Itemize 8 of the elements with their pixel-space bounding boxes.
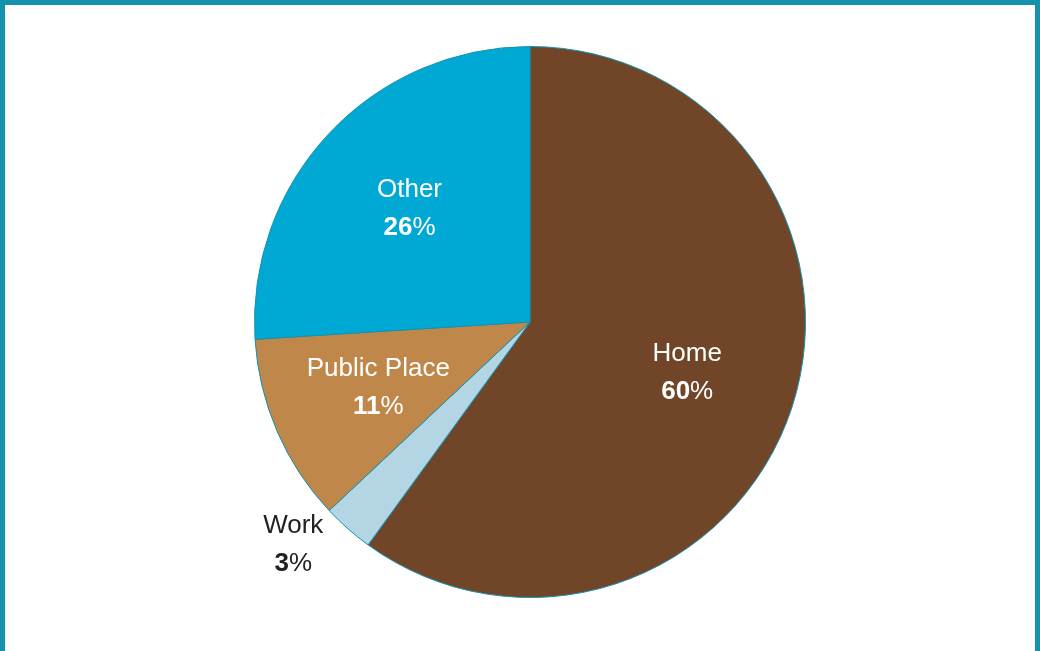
slice-label: Public Place [306,351,450,382]
data-label: 26% [383,211,436,242]
slice-label: Home [652,337,722,368]
data-label: 60% [661,375,714,406]
data-label: 11% [352,389,404,420]
slice-label: Other [376,173,443,204]
data-label: 3% [274,547,313,578]
slice-label: Work [263,509,325,540]
